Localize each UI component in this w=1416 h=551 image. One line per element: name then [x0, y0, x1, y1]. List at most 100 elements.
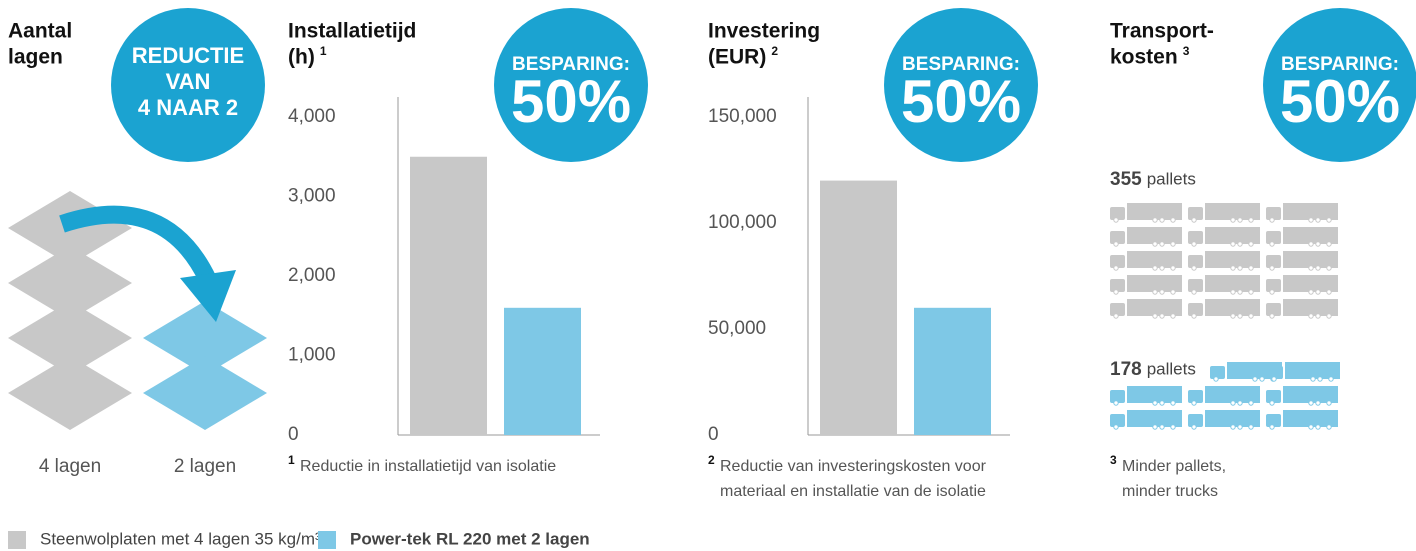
category-label: 2 lagen	[174, 456, 236, 477]
wheel	[1231, 314, 1235, 318]
truck	[1110, 251, 1182, 270]
truck	[1110, 275, 1182, 294]
wheel	[1114, 242, 1118, 246]
y-tick-label: 150,000	[708, 106, 777, 127]
wheel	[1114, 425, 1118, 429]
chart-title: kosten	[1110, 46, 1178, 69]
y-tick-label: 4,000	[288, 106, 336, 127]
wheel	[1249, 242, 1253, 246]
pallet-count: 355	[1110, 169, 1142, 190]
wheel	[1192, 242, 1196, 246]
wheel	[1114, 266, 1118, 270]
badge-value: 50%	[511, 68, 631, 135]
wheel	[1309, 290, 1313, 294]
truck	[1266, 227, 1338, 246]
badge-value: 50%	[901, 68, 1021, 135]
truck	[1110, 410, 1182, 429]
wheel	[1253, 377, 1257, 381]
pallet-count: 178	[1110, 359, 1142, 380]
truck	[1188, 275, 1260, 294]
wheel	[1238, 242, 1242, 246]
wheel	[1309, 314, 1313, 318]
footnote-mark: 2	[708, 453, 715, 467]
wheel	[1318, 377, 1322, 381]
wheel	[1309, 401, 1313, 405]
y-tick-label: 50,000	[708, 318, 766, 339]
wheel	[1327, 266, 1331, 270]
wheel	[1270, 218, 1274, 222]
bar	[504, 308, 581, 435]
footnote: materiaal en installatie van de isolatie	[720, 483, 986, 500]
wheel	[1309, 425, 1313, 429]
wheel	[1249, 425, 1253, 429]
wheel	[1238, 218, 1242, 222]
wheel	[1316, 314, 1320, 318]
wheel	[1316, 425, 1320, 429]
wheel	[1311, 377, 1315, 381]
wheel	[1309, 218, 1313, 222]
title-note: 3	[1183, 44, 1190, 58]
truck	[1188, 386, 1260, 405]
wheel	[1249, 314, 1253, 318]
wheel	[1153, 242, 1157, 246]
bar	[914, 308, 991, 435]
footnote: minder trucks	[1122, 483, 1218, 500]
legend-label: Power-tek RL 220 met 2 lagen	[350, 529, 590, 548]
wheel	[1327, 290, 1331, 294]
wheel	[1270, 266, 1274, 270]
title-note: 2	[771, 44, 778, 58]
truck	[1110, 299, 1182, 318]
wheel	[1160, 218, 1164, 222]
y-tick-label: 0	[288, 424, 299, 445]
wheel	[1192, 290, 1196, 294]
wheel	[1171, 425, 1175, 429]
bar	[410, 157, 487, 435]
wheel	[1192, 218, 1196, 222]
wheel	[1238, 290, 1242, 294]
wheel	[1231, 401, 1235, 405]
truck	[1266, 386, 1338, 405]
wheel	[1114, 218, 1118, 222]
pallet-unit: pallets	[1147, 359, 1196, 378]
truck	[1266, 299, 1338, 318]
chart-title: Installatietijd	[288, 20, 416, 43]
y-tick-label: 1,000	[288, 345, 336, 366]
infographic: AantallagenREDUCTIEVAN4 NAAR 24 lagen2 l…	[0, 0, 1416, 551]
badge: BESPARING:50%	[494, 8, 648, 162]
wheel	[1153, 218, 1157, 222]
truck	[1188, 227, 1260, 246]
wheel	[1249, 218, 1253, 222]
truck	[1110, 203, 1182, 222]
wheel	[1327, 218, 1331, 222]
wheel	[1160, 401, 1164, 405]
wheel	[1153, 401, 1157, 405]
truck	[1188, 410, 1260, 429]
wheel	[1160, 425, 1164, 429]
legend-label: Steenwolplaten met 4 lagen 35 kg/m³	[40, 529, 321, 548]
wheel	[1171, 290, 1175, 294]
wheel	[1249, 266, 1253, 270]
badge-text: 4 NAAR 2	[138, 95, 238, 120]
chart-title: Transport-	[1110, 20, 1214, 43]
wheel	[1231, 266, 1235, 270]
chart-title: (EUR)	[708, 46, 766, 69]
badge-text: VAN	[166, 69, 211, 94]
wheel	[1309, 242, 1313, 246]
wheel	[1316, 218, 1320, 222]
wheel	[1153, 290, 1157, 294]
footnote: Minder pallets,	[1122, 458, 1226, 475]
truck	[1110, 227, 1182, 246]
wheel	[1270, 290, 1274, 294]
truck	[1188, 299, 1260, 318]
wheel	[1270, 425, 1274, 429]
truck	[1266, 410, 1338, 429]
wheel	[1238, 401, 1242, 405]
wheel	[1270, 242, 1274, 246]
wheel	[1327, 401, 1331, 405]
wheel	[1192, 425, 1196, 429]
layer	[143, 356, 267, 430]
wheel	[1238, 266, 1242, 270]
legend-swatch	[318, 531, 336, 549]
chart-title: (h)	[288, 46, 315, 69]
y-tick-label: 0	[708, 424, 719, 445]
